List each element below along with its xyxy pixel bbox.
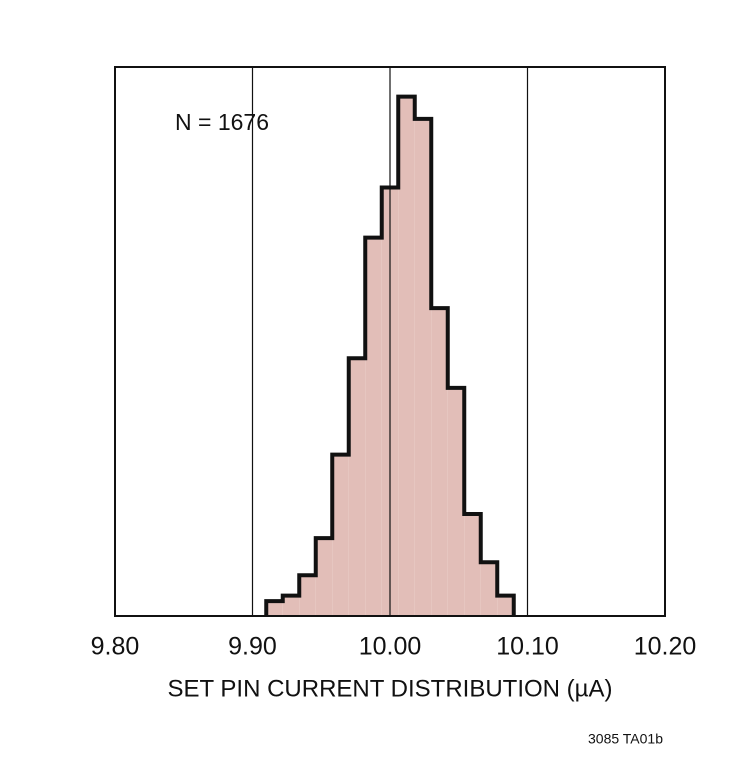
histogram-bar xyxy=(398,96,415,617)
histogram-bar xyxy=(447,387,465,616)
histogram-bar xyxy=(480,562,498,616)
histogram-bar xyxy=(282,595,300,616)
x-tick-label: 10.10 xyxy=(496,633,559,661)
x-tick-label: 10.20 xyxy=(634,633,697,661)
histogram-bar xyxy=(365,237,382,616)
x-tick-label: 9.80 xyxy=(91,633,140,661)
histogram-bar xyxy=(414,118,432,616)
figure-id: 3085 TA01b xyxy=(588,731,663,747)
plot-frame xyxy=(114,66,666,617)
histogram-bar xyxy=(497,595,514,616)
histogram-bar xyxy=(315,538,333,616)
histogram-bar xyxy=(266,601,283,616)
histogram-bar xyxy=(332,454,349,616)
annotation: N = 1676 xyxy=(175,109,269,135)
x-tick-label: 10.00 xyxy=(359,633,422,661)
x-axis-label: SET PIN CURRENT DISTRIBUTION (µA) xyxy=(168,675,613,702)
histogram-bar xyxy=(464,513,481,616)
histogram-bar xyxy=(299,575,316,616)
histogram-bar xyxy=(348,358,366,616)
histogram-bar xyxy=(431,308,448,616)
x-tick-label: 9.90 xyxy=(228,633,277,661)
